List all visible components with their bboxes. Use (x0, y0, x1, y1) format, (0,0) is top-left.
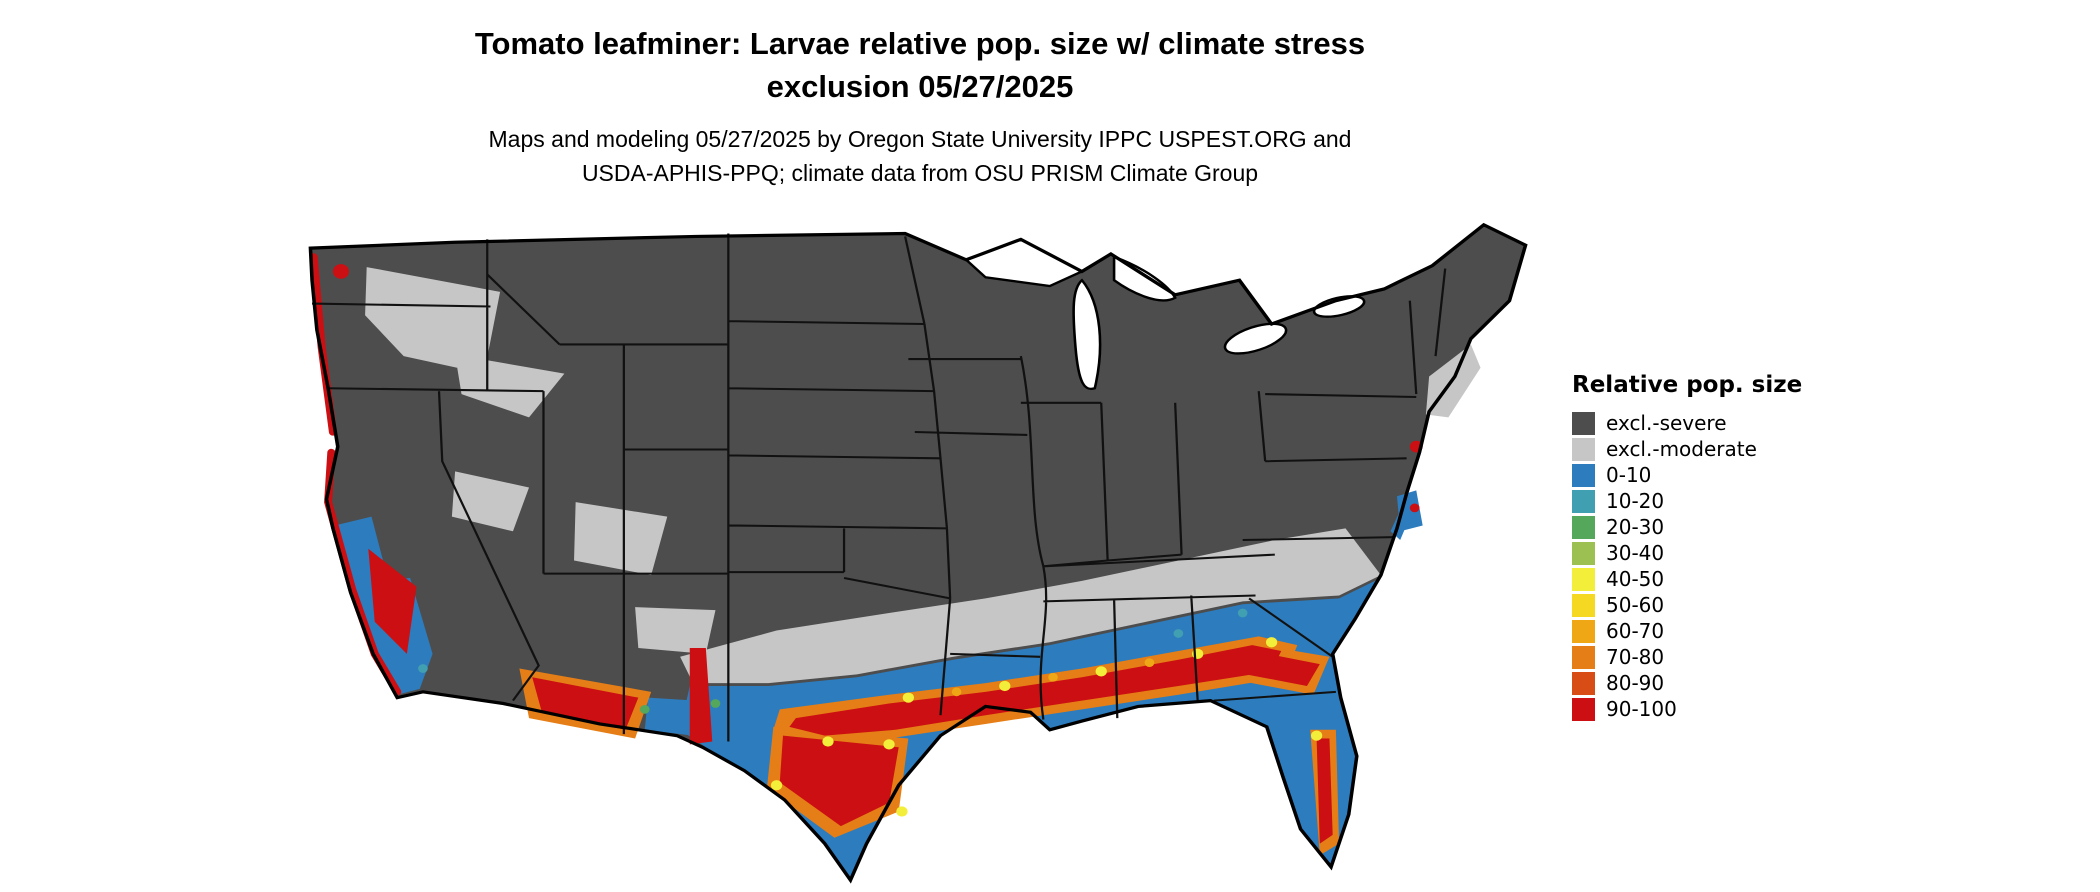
legend-swatch (1572, 619, 1595, 643)
map-region-0-10 (334, 490, 1423, 878)
map-region-excl-moderate (365, 267, 1481, 684)
page-title: Tomato leafminer: Larvae relative pop. s… (0, 22, 1840, 108)
map-specks-20-30 (639, 699, 721, 714)
legend: Relative pop. size excl.-severe excl.-mo… (1572, 372, 1802, 722)
legend-label: 80-90 (1606, 671, 1665, 695)
state-borders (312, 233, 1447, 742)
legend-swatch (1572, 489, 1595, 513)
subtitle-line-1: Maps and modeling 05/27/2025 by Oregon S… (488, 126, 1352, 152)
legend-item: 90-100 (1572, 696, 1802, 722)
legend-item: 10-20 (1572, 488, 1802, 514)
page-subtitle: Maps and modeling 05/27/2025 by Oregon S… (0, 122, 1840, 190)
legend-swatch (1572, 567, 1595, 591)
legend-item: 20-30 (1572, 514, 1802, 540)
legend-label: excl.-moderate (1606, 437, 1757, 461)
subtitle-line-2: USDA-APHIS-PPQ; climate data from OSU PR… (581, 160, 1259, 186)
legend-title: Relative pop. size (1572, 372, 1803, 398)
legend-swatch (1572, 541, 1595, 565)
legend-item: 30-40 (1572, 540, 1802, 566)
lake-huron (1112, 255, 1177, 302)
us-outline (308, 222, 1528, 884)
legend-label: 70-80 (1606, 645, 1665, 669)
legend-swatch (1572, 463, 1595, 487)
us-map (308, 222, 1528, 884)
legend-label: 40-50 (1606, 567, 1665, 591)
legend-label: 90-100 (1606, 697, 1677, 721)
map-spot-puget-90-100 (332, 264, 350, 279)
legend-label: 60-70 (1606, 619, 1665, 643)
legend-swatch (1572, 515, 1595, 539)
legend-swatch (1572, 671, 1595, 695)
map-region-90-100 (368, 548, 1333, 844)
map-specks-10-20 (418, 608, 1248, 673)
lake-erie (1223, 322, 1288, 355)
legend-swatch (1572, 593, 1595, 617)
lake-ontario (1312, 295, 1366, 318)
lake-michigan (1072, 278, 1102, 391)
legend-label: 30-40 (1606, 541, 1665, 565)
legend-label: excl.-severe (1606, 411, 1727, 435)
legend-item: 60-70 (1572, 618, 1802, 644)
title-line-2: exclusion 05/27/2025 (766, 69, 1074, 104)
great-lakes (963, 238, 1366, 391)
legend-label: 10-20 (1606, 489, 1665, 513)
legend-swatch (1572, 645, 1595, 669)
map-specks-60-70 (951, 658, 1155, 697)
legend-label: 0-10 (1606, 463, 1652, 487)
map-spot-delmarva-90-100 (1409, 503, 1420, 513)
legend-item: excl.-severe (1572, 410, 1802, 436)
legend-swatch (1572, 411, 1595, 435)
legend-swatch (1572, 437, 1595, 461)
legend-item: 40-50 (1572, 566, 1802, 592)
legend-item: 0-10 (1572, 462, 1802, 488)
title-line-1: Tomato leafminer: Larvae relative pop. s… (474, 26, 1366, 61)
legend-label: 50-60 (1606, 593, 1665, 617)
legend-label: 20-30 (1606, 515, 1665, 539)
legend-item: excl.-moderate (1572, 436, 1802, 462)
legend-item: 50-60 (1572, 592, 1802, 618)
legend-item: 70-80 (1572, 644, 1802, 670)
legend-swatch (1572, 697, 1595, 721)
legend-item: 80-90 (1572, 670, 1802, 696)
